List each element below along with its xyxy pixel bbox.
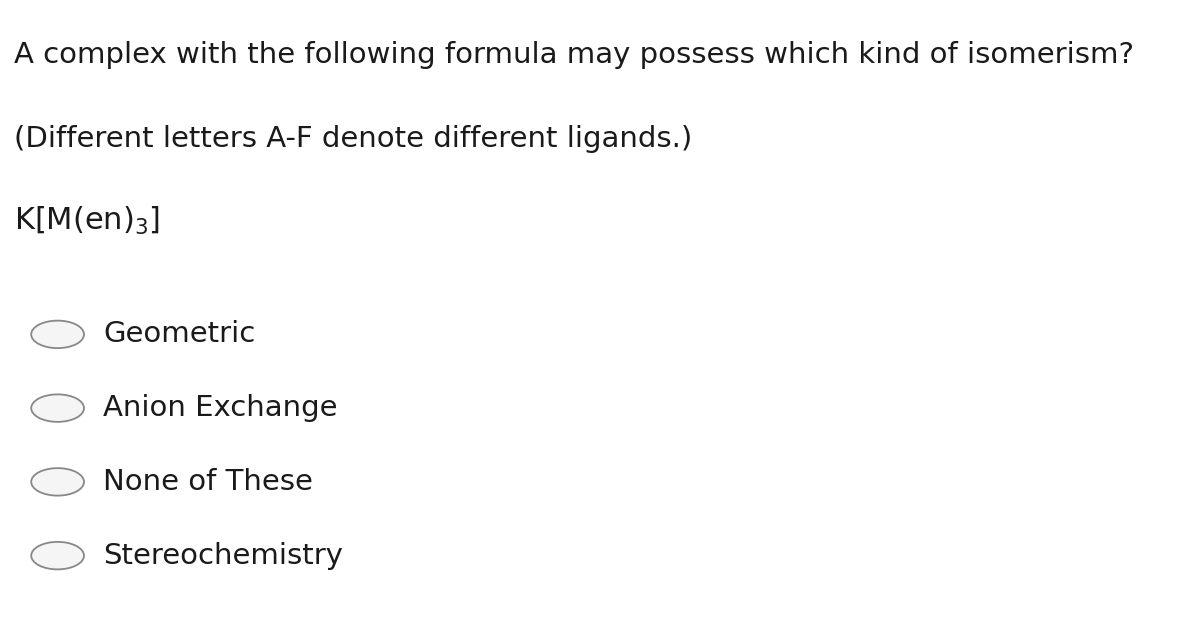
Text: K[M(en)$_3$]: K[M(en)$_3$] [14, 205, 161, 237]
Circle shape [31, 542, 84, 569]
Circle shape [31, 468, 84, 496]
Text: A complex with the following formula may possess which kind of isomerism?: A complex with the following formula may… [14, 41, 1134, 69]
Text: Stereochemistry: Stereochemistry [103, 542, 343, 569]
Text: (Different letters A-F denote different ligands.): (Different letters A-F denote different … [14, 125, 692, 153]
Circle shape [31, 321, 84, 348]
Text: Geometric: Geometric [103, 321, 256, 348]
Circle shape [31, 394, 84, 422]
Text: None of These: None of These [103, 468, 313, 496]
Text: Anion Exchange: Anion Exchange [103, 394, 337, 422]
